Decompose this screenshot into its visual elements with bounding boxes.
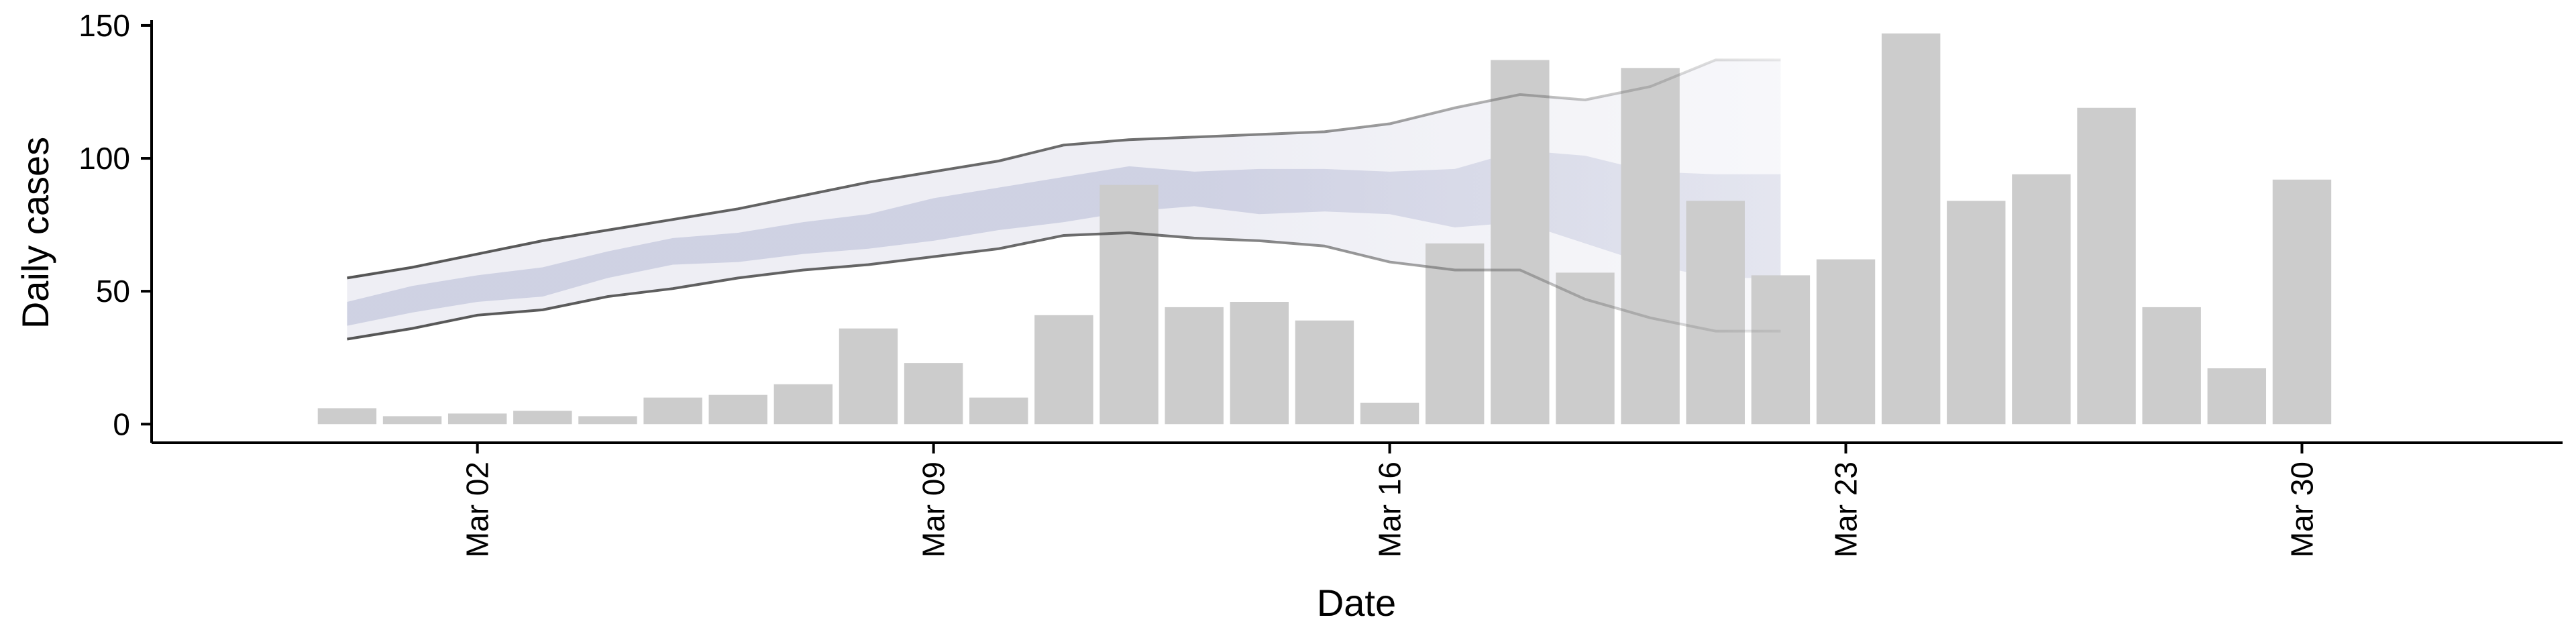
bar [447, 413, 507, 425]
bar [1295, 320, 1354, 425]
bar [1816, 259, 1876, 425]
bar [969, 397, 1028, 425]
bar [382, 416, 442, 425]
bar [1360, 402, 1419, 425]
bar [773, 384, 833, 425]
bar [643, 397, 702, 425]
bar [1425, 243, 1485, 425]
x-tick-label: Mar 30 [2284, 462, 2319, 557]
x-tick-label: Mar 09 [916, 462, 951, 557]
x-tick-label: Mar 16 [1373, 462, 1407, 557]
bar [904, 363, 963, 425]
x-axis-title: Date [1317, 582, 1396, 624]
bar [2077, 107, 2136, 425]
x-tick-label: Mar 23 [1829, 462, 1864, 557]
forecast-band-inner [347, 150, 1781, 326]
axes [150, 20, 2563, 444]
bar [2207, 368, 2267, 425]
bar [1621, 68, 1680, 425]
bar [1491, 60, 1550, 425]
y-ticks: 0 50 100 150 [78, 8, 152, 441]
bar [578, 416, 637, 425]
bar [317, 408, 377, 425]
bar [1556, 272, 1615, 425]
forecast-upper-bound-line [347, 58, 1781, 280]
bar [1947, 201, 2006, 425]
bar [1881, 33, 1941, 425]
bar-series [317, 33, 2332, 425]
bar [513, 411, 572, 425]
x-ticks: Mar 02 Mar 09 Mar 16 Mar 23 Mar 30 [460, 443, 2319, 557]
forecast-lower-bound-line [347, 231, 1781, 341]
bar [1230, 302, 1289, 425]
forecast-bands [347, 60, 1781, 339]
bar [839, 328, 898, 425]
bar [2012, 174, 2071, 425]
y-tick-label: 50 [96, 274, 130, 309]
bar [708, 394, 767, 425]
y-axis-title: Daily cases [14, 137, 56, 329]
forecast-bound-lines [347, 58, 1781, 341]
bar [1686, 201, 1745, 425]
x-tick-label: Mar 02 [460, 462, 495, 557]
y-tick-label: 150 [78, 8, 130, 43]
bar [1099, 184, 1159, 425]
bar [2142, 307, 2201, 425]
y-tick-label: 100 [78, 141, 130, 176]
y-tick-label: 0 [113, 407, 130, 441]
bar [1165, 307, 1224, 425]
bar [1751, 275, 1811, 425]
bar [1034, 315, 1093, 425]
bar [2272, 179, 2332, 425]
